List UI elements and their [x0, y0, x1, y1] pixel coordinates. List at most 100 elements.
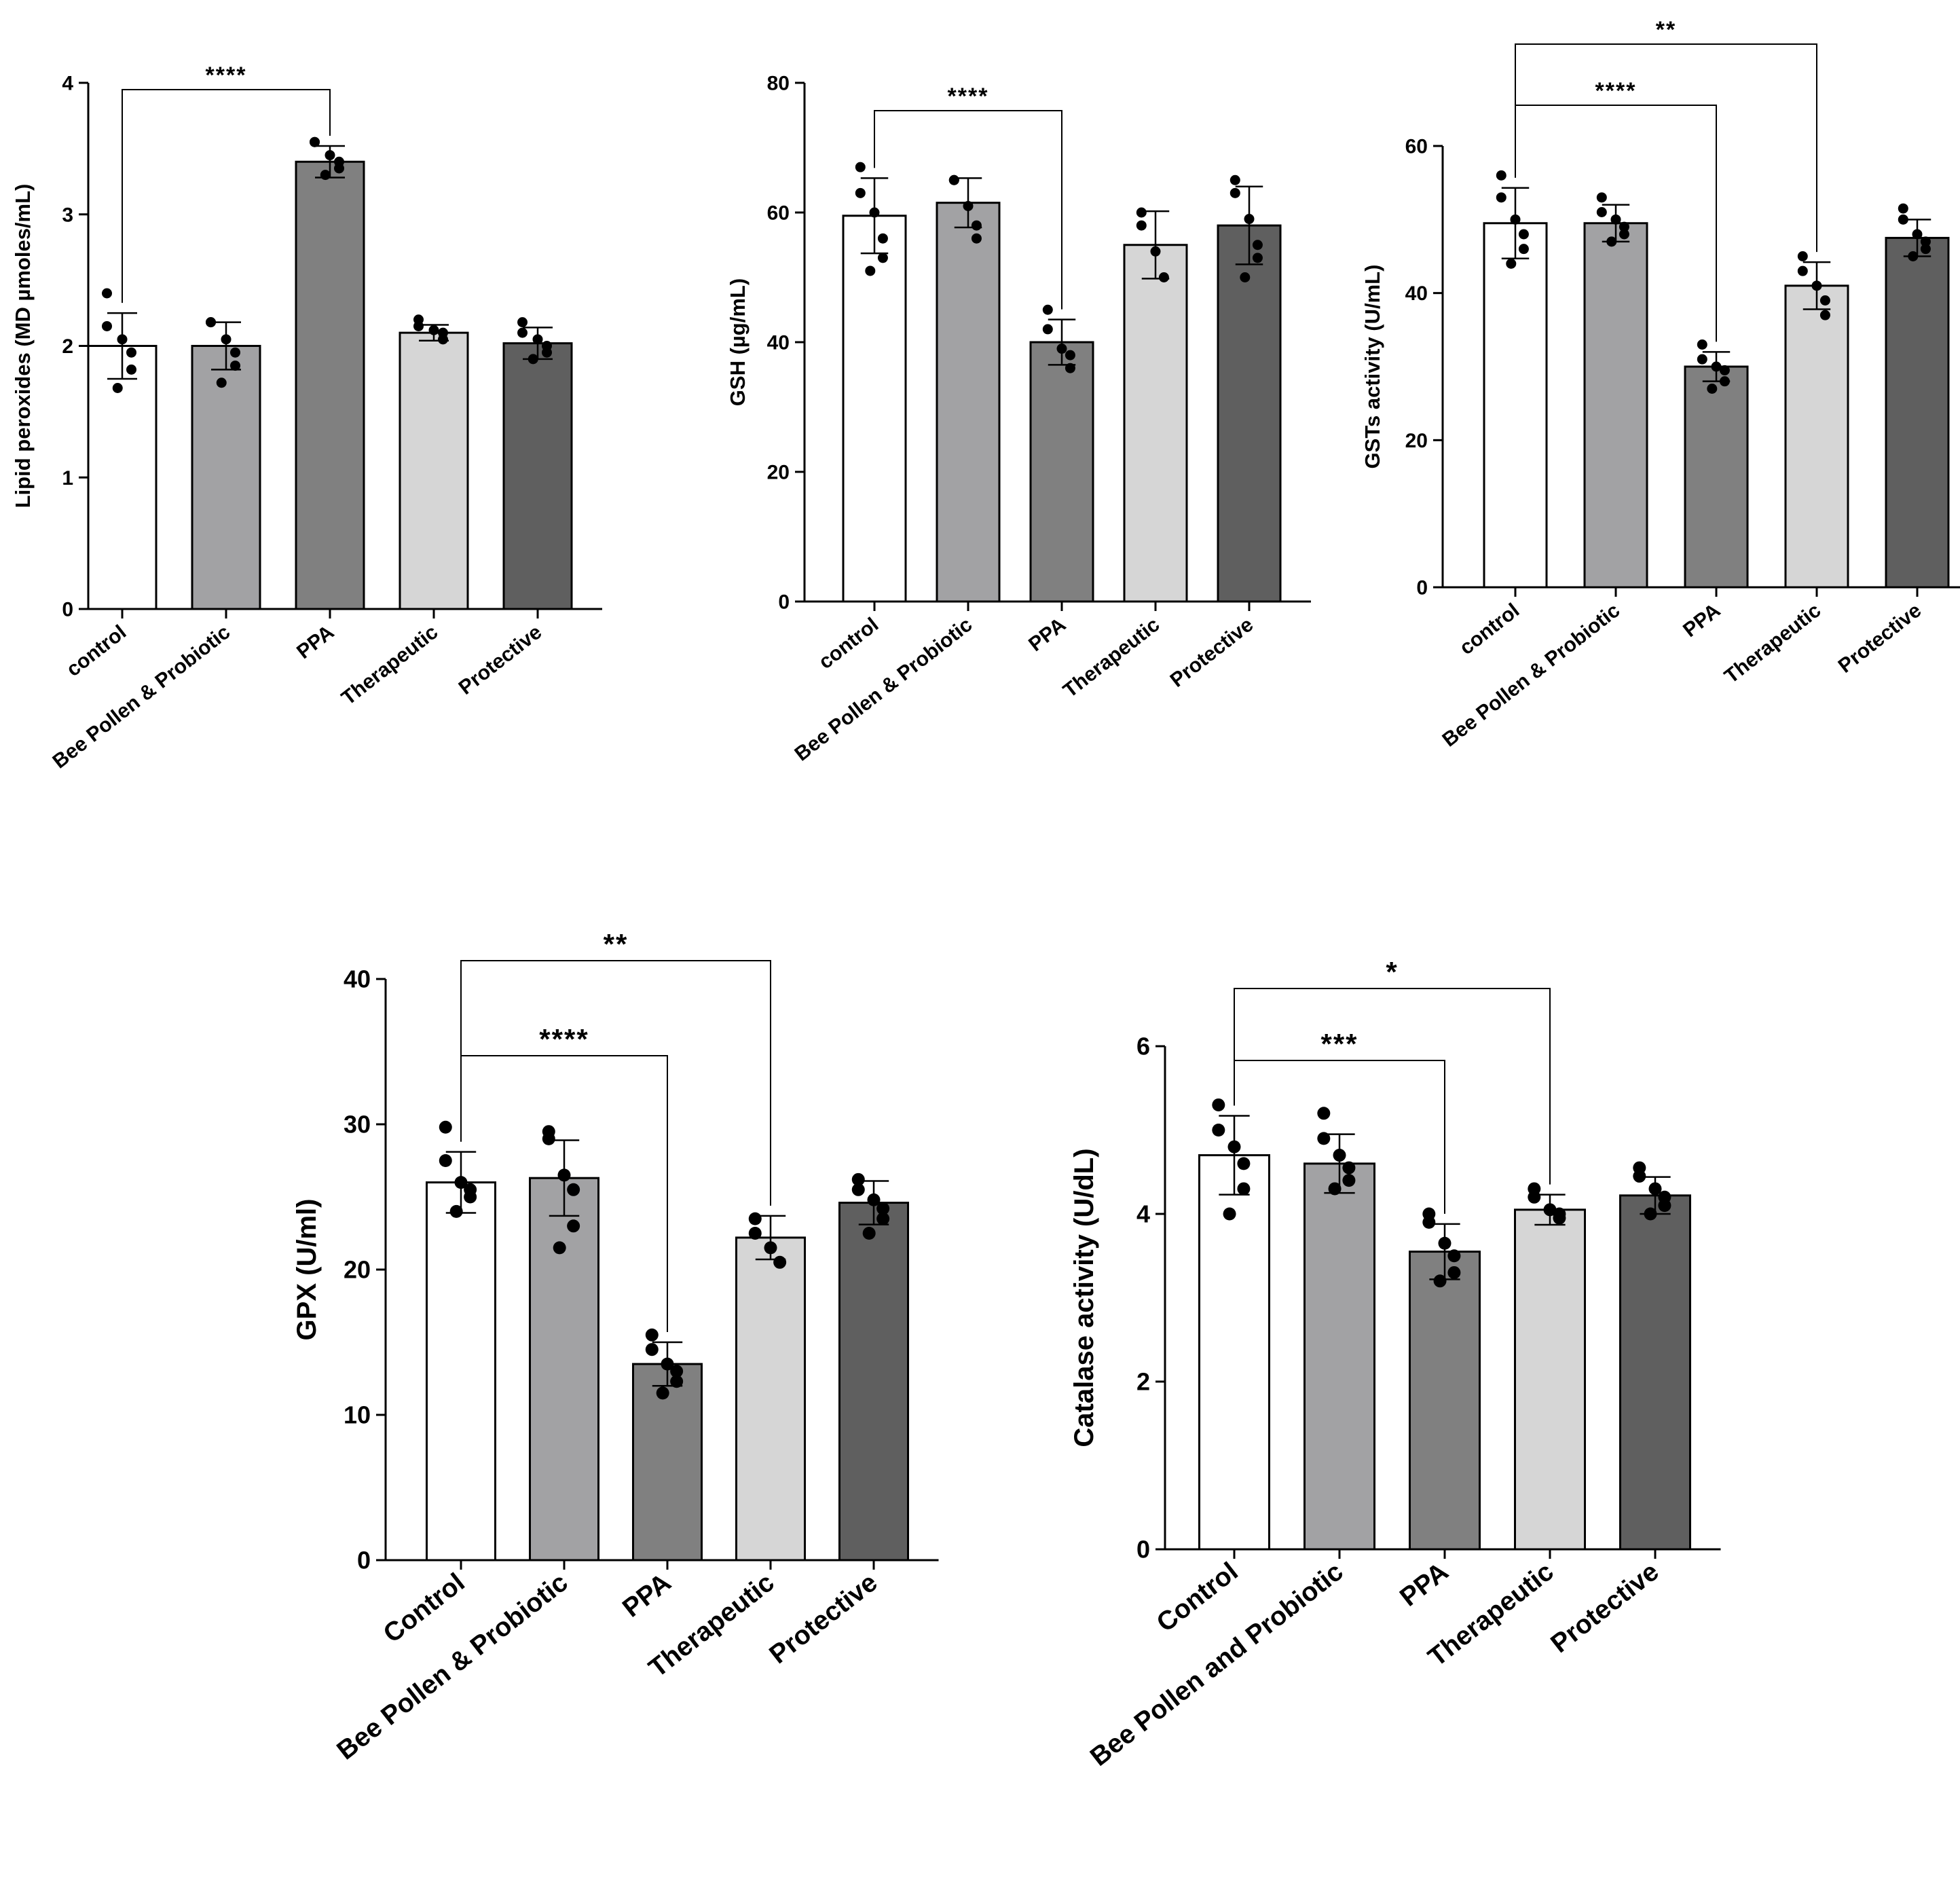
data-point: [1212, 1124, 1225, 1137]
data-point: [1644, 1207, 1657, 1221]
category-label: Protective: [1166, 614, 1258, 692]
y-tick-label: 3: [62, 204, 73, 226]
data-point: [748, 1227, 762, 1240]
data-point: [764, 1241, 777, 1255]
data-point: [1658, 1199, 1671, 1213]
data-point: [1150, 246, 1161, 257]
data-point: [464, 1190, 477, 1204]
data-point: [567, 1183, 580, 1196]
bar-4[interactable]: [1123, 244, 1188, 603]
data-point: [542, 1132, 555, 1145]
data-point: [1042, 324, 1053, 335]
data-point: [1244, 214, 1255, 225]
data-point: [645, 1343, 659, 1356]
bar-5[interactable]: [1619, 1194, 1691, 1551]
data-point: [1510, 214, 1521, 225]
data-point: [1797, 251, 1808, 261]
data-point: [1042, 304, 1053, 315]
data-point: [517, 317, 528, 328]
data-point: [1819, 310, 1830, 320]
data-point: [1240, 272, 1251, 282]
data-point: [325, 150, 335, 161]
bar-5[interactable]: [1885, 236, 1950, 589]
data-point: [1237, 1157, 1251, 1170]
bar-1[interactable]: [1198, 1154, 1270, 1551]
y-tick-label: 40: [344, 965, 371, 993]
data-point: [869, 207, 880, 218]
bar-2[interactable]: [191, 345, 261, 610]
bar-2[interactable]: [1303, 1162, 1375, 1551]
data-point: [971, 233, 982, 244]
bar-4[interactable]: [1784, 284, 1849, 589]
data-point: [1496, 192, 1506, 203]
category-label: Therapeutic: [337, 621, 442, 710]
data-point: [567, 1219, 580, 1233]
category-label: PPA: [617, 1568, 676, 1623]
category-label: Bee Pollen & Probiotic: [1438, 599, 1624, 752]
significance-label: ***: [1320, 1028, 1358, 1060]
bar-4[interactable]: [399, 331, 469, 610]
data-point: [1065, 363, 1075, 373]
bar-3[interactable]: [1409, 1251, 1481, 1551]
category-label: Protective: [1834, 599, 1926, 678]
data-point: [877, 233, 888, 244]
data-point: [971, 220, 982, 231]
data-point: [1496, 170, 1506, 181]
bar-3[interactable]: [1684, 365, 1749, 589]
data-point: [855, 162, 866, 172]
bar-4[interactable]: [1514, 1208, 1586, 1551]
data-point: [1223, 1207, 1236, 1221]
data-point: [428, 325, 439, 335]
bar-5[interactable]: [838, 1202, 909, 1562]
data-point: [1898, 214, 1908, 225]
y-tick-label: 10: [344, 1401, 371, 1429]
data-point: [1342, 1174, 1356, 1187]
data-point: [855, 187, 866, 198]
data-point: [1237, 1182, 1251, 1196]
bar-3[interactable]: [295, 160, 365, 610]
data-point: [1422, 1215, 1436, 1229]
bar-3[interactable]: [1029, 341, 1094, 603]
data-point: [1648, 1182, 1662, 1196]
bar-5[interactable]: [502, 342, 573, 610]
bar-2[interactable]: [1583, 222, 1648, 589]
bar-5[interactable]: [1217, 224, 1282, 603]
significance-bracket: [460, 960, 771, 1206]
data-point: [1797, 265, 1808, 276]
category-label: PPA: [1679, 599, 1724, 642]
bar-4[interactable]: [735, 1236, 806, 1562]
bar-1[interactable]: [87, 345, 158, 610]
data-point: [1811, 280, 1822, 291]
data-point: [1328, 1182, 1342, 1196]
y-tick-label: 60: [767, 202, 790, 225]
category-label: Bee Pollen & Probiotic: [790, 614, 976, 766]
bar-1[interactable]: [426, 1181, 496, 1562]
data-point: [851, 1183, 865, 1196]
data-point: [126, 364, 136, 375]
chart-panel-1: 0 1 2 3 4 Lipid peroxides (MD µmoles/mL) contr…: [11, 62, 602, 773]
y-tick-label: 60: [1405, 136, 1428, 158]
category-label: control: [62, 621, 130, 682]
bar-2[interactable]: [936, 202, 1001, 603]
data-point: [670, 1365, 684, 1378]
data-point: [851, 1172, 865, 1186]
data-point: [1596, 192, 1607, 203]
data-point: [557, 1168, 571, 1182]
data-point: [1898, 203, 1908, 214]
data-point: [1229, 187, 1240, 198]
bar-1[interactable]: [1483, 222, 1548, 589]
y-tick-label: 30: [344, 1111, 371, 1139]
y-axis-title: Catalase activity (U/dL): [1069, 1148, 1099, 1447]
data-point: [748, 1212, 762, 1225]
data-point: [876, 1202, 890, 1215]
data-point: [206, 317, 216, 328]
data-point: [310, 136, 320, 147]
bar-1[interactable]: [842, 215, 907, 603]
bar-2[interactable]: [529, 1177, 599, 1562]
y-axis-title: GSTs activity (U/mL): [1361, 265, 1384, 469]
